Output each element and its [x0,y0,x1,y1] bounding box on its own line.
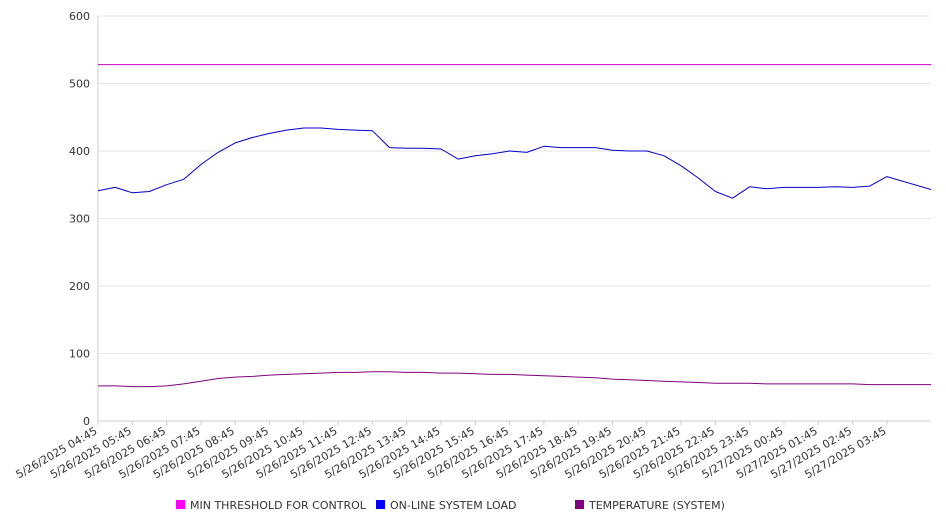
legend-item[interactable]: MIN THRESHOLD FOR CONTROL [176,499,367,512]
y-tick-label: 300 [69,213,90,226]
gridlines [98,15,931,354]
legend-swatch [176,500,185,509]
y-tick-label: 0 [83,415,90,428]
series-lines [97,64,932,388]
legend-label: ON-LINE SYSTEM LOAD [390,499,516,512]
y-tick-label: 400 [69,145,90,158]
legend-item[interactable]: TEMPERATURE (SYSTEM) [575,499,725,512]
y-tick-label: 500 [69,78,90,91]
legend-label: MIN THRESHOLD FOR CONTROL [190,499,367,512]
legend-swatch [575,500,584,509]
y-tick-label: 100 [69,348,90,361]
legend: MIN THRESHOLD FOR CONTROL ON-LINE SYSTEM … [176,499,725,512]
series-1 [97,127,932,199]
y-tick-labels: 0 100 200 300 400 500 600 [69,10,90,428]
y-tick-label: 200 [69,280,90,293]
legend-item[interactable]: ON-LINE SYSTEM LOAD [376,499,516,512]
y-tick-label: 600 [69,10,90,23]
series-line [97,127,932,199]
x-tick-labels: 5/26/2025 04:455/26/2025 05:455/26/2025 … [14,424,889,481]
axes [97,16,931,425]
series-2 [97,371,932,388]
legend-swatch [376,500,385,509]
series-line [98,371,931,388]
legend-label: TEMPERATURE (SYSTEM) [588,499,725,512]
